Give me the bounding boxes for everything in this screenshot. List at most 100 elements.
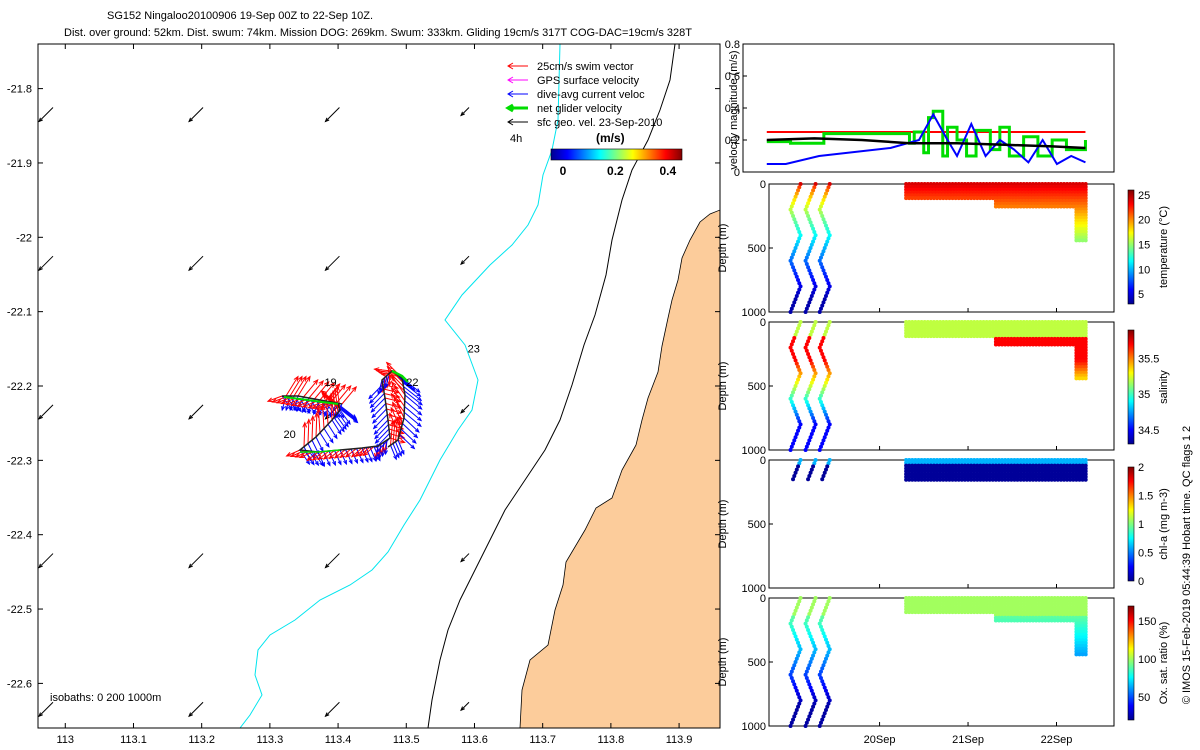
profile-dot <box>966 322 971 327</box>
profile-dot <box>823 708 828 712</box>
current-vector <box>374 424 389 439</box>
profile-dot <box>794 274 799 279</box>
profile-dot <box>1000 325 1005 330</box>
profile-dot <box>1065 334 1070 339</box>
profile-dot <box>811 653 816 658</box>
profile-dot <box>1080 638 1085 643</box>
profile-dot <box>907 196 912 201</box>
profile-dot <box>919 610 924 615</box>
profile-dot <box>1080 356 1085 361</box>
swim-vector-head <box>393 395 399 402</box>
profile-dot <box>975 334 980 339</box>
profile-dot <box>997 604 1001 609</box>
profile-dot <box>922 463 927 468</box>
section-colorbar-tick-label: 35.5 <box>1138 354 1159 366</box>
section-y-tick-label: 0 <box>760 455 766 467</box>
profile-dot <box>969 325 974 330</box>
profile-dot <box>959 187 964 192</box>
profile-dot <box>1027 460 1032 465</box>
profile-dot <box>1055 198 1060 203</box>
geostrophic-vector-head <box>188 117 193 123</box>
profile-dot <box>1015 601 1020 606</box>
profile-dot <box>1062 322 1067 327</box>
profile-dot <box>925 601 930 606</box>
profile-dot <box>1065 331 1070 336</box>
profile-dot <box>1074 342 1079 347</box>
profile-dot <box>984 469 989 474</box>
profile-dot <box>997 190 1001 195</box>
profile-dot <box>1077 646 1082 651</box>
profile-dot <box>959 477 964 482</box>
profile-dot <box>822 194 827 199</box>
swim-vector-head <box>340 383 347 390</box>
profile-dot <box>1043 204 1048 209</box>
profile-dot <box>972 466 977 471</box>
profile-dot <box>941 472 946 477</box>
profile-dot <box>1077 218 1082 223</box>
profile-dot <box>1024 618 1029 623</box>
profile-dot <box>1024 466 1029 471</box>
swim-vector <box>317 450 330 460</box>
profile-dot <box>1074 618 1079 623</box>
profile-dot <box>807 300 812 305</box>
profile-dot <box>1000 604 1005 609</box>
profile-dot <box>950 466 955 471</box>
profile-dot <box>962 320 967 324</box>
profile-dot <box>1000 182 1005 186</box>
profile-dot <box>947 190 952 195</box>
current-vector <box>403 411 422 427</box>
profile-dot <box>804 204 809 209</box>
profile-dot <box>1034 325 1039 330</box>
profile-dot <box>791 265 796 270</box>
profile-dot <box>953 190 958 195</box>
swim-vector <box>321 404 325 429</box>
profile-dot <box>919 601 924 606</box>
profile-dot <box>950 610 955 615</box>
profile-dot <box>798 596 803 600</box>
profile-dot <box>1003 190 1008 195</box>
profile-dot <box>919 474 924 479</box>
profile-dot <box>972 474 977 479</box>
profile-dot <box>907 596 912 600</box>
profile-dot <box>1027 615 1032 620</box>
profile-dot <box>1024 201 1029 206</box>
section-colorbar <box>1127 605 1135 721</box>
profile-dot <box>798 458 803 462</box>
profile-dot <box>1037 204 1042 209</box>
profile-dot <box>1052 339 1057 344</box>
profile-dot <box>913 596 918 600</box>
profile-dot <box>809 294 814 298</box>
profile-dot <box>922 474 927 479</box>
profile-dot <box>827 422 832 427</box>
profile-dot <box>990 604 995 609</box>
profile-dot <box>1000 612 1005 617</box>
profile-dot <box>959 460 964 465</box>
profile-dot <box>1031 618 1036 623</box>
profile-dot <box>1080 635 1085 640</box>
profile-dot <box>919 598 924 603</box>
geostrophic-vector-head <box>188 414 193 420</box>
profile-dot <box>910 477 915 482</box>
profile-dot <box>1037 331 1042 336</box>
profile-dot <box>1006 196 1011 201</box>
profile-dot <box>792 249 797 254</box>
profile-dot <box>1000 196 1005 201</box>
profile-dot <box>1080 643 1085 648</box>
profile-dot <box>938 596 943 600</box>
current-vector-head <box>377 454 382 460</box>
profile-dot <box>1083 604 1088 609</box>
section-x-axis: 20Sep 21Sep 22Sep <box>864 308 1072 746</box>
profile-dot <box>916 472 921 477</box>
profile-dot <box>925 190 930 195</box>
profile-dot <box>916 469 921 474</box>
profile-dot <box>1077 367 1082 372</box>
profile-dot <box>1009 460 1014 465</box>
profile-dot <box>1009 328 1014 333</box>
profile-dot <box>984 601 989 606</box>
profile-dot <box>1080 477 1085 482</box>
profile-dot <box>798 284 803 289</box>
profile-dot <box>804 306 809 311</box>
profile-dot <box>1006 598 1011 603</box>
swim-vector-head <box>392 401 397 408</box>
profile-dot <box>990 601 995 606</box>
